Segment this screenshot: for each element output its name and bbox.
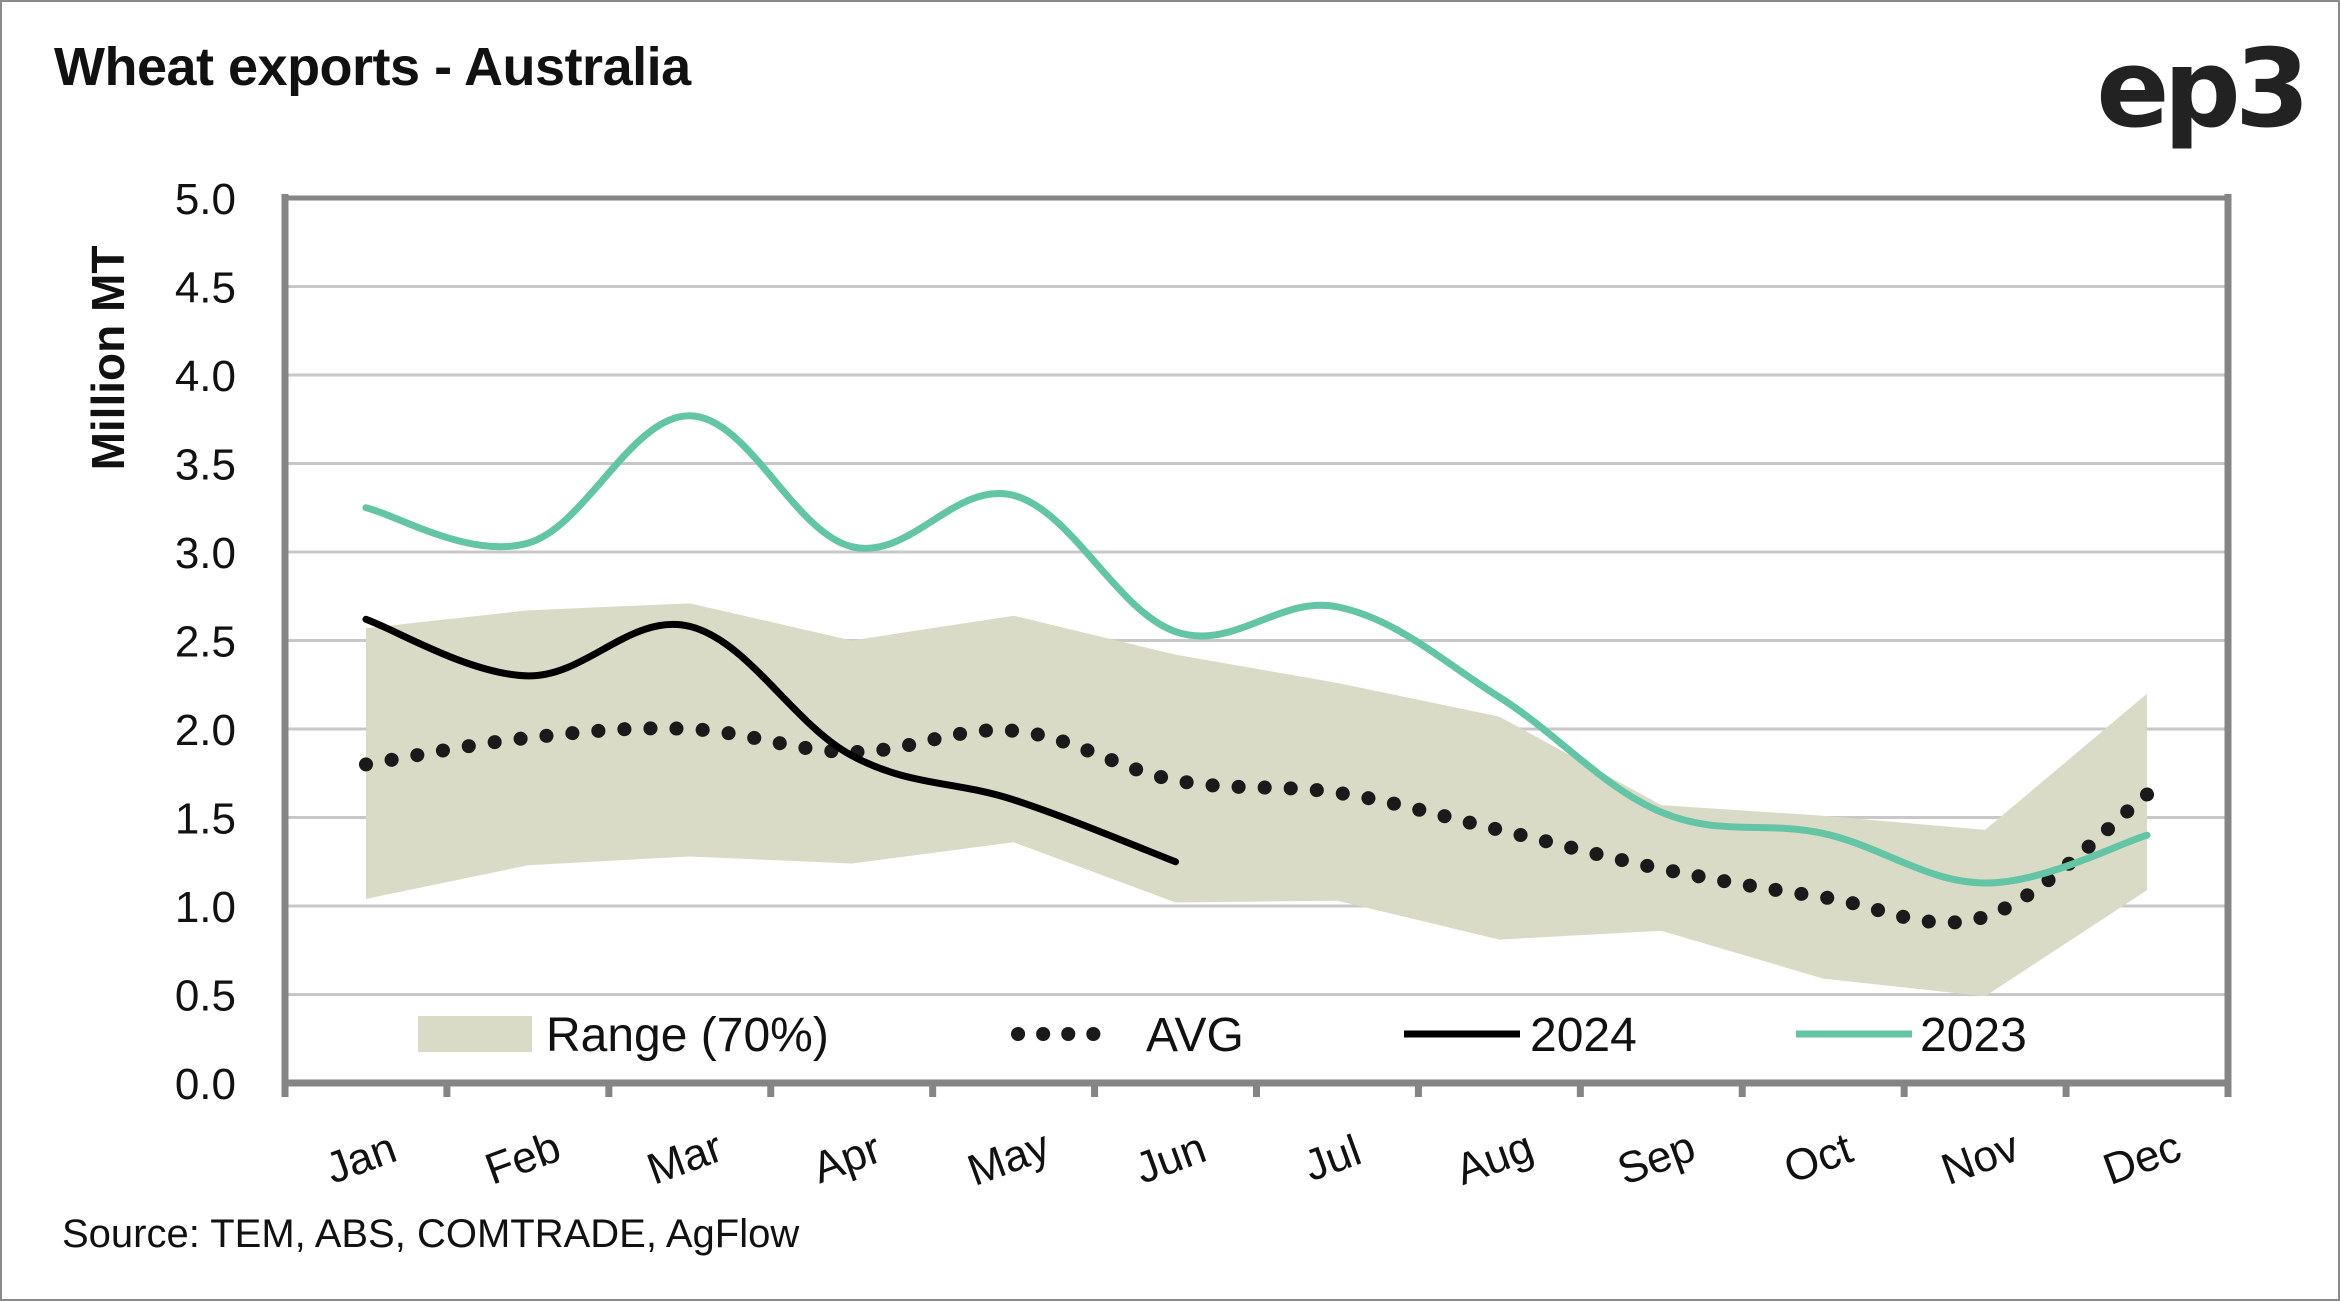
x-tick-label: Feb (479, 1122, 567, 1194)
series-line-2024 (362, 615, 1180, 866)
x-tick-label: Oct (1778, 1124, 1859, 1193)
series-layer (358, 412, 2155, 930)
ep3-logo: ep3 (2096, 27, 2310, 152)
x-tick-label: Jun (1129, 1123, 1212, 1193)
range-band (365, 603, 2148, 997)
x-tick-labels: Jan Feb Mar Apr May Jun Jul Aug Sep Oct Nov Dec (319, 1121, 2187, 1195)
y-tick-label: 3.0 (175, 529, 236, 578)
source-note: Source: TEM, ABS, COMTRADE, AgFlow (62, 1212, 800, 1256)
chart-title: Wheat exports - Australia (54, 37, 691, 97)
y-tick-label: 2.0 (175, 706, 236, 755)
axes (281, 194, 2232, 1097)
legend-label-2024: 2024 (1530, 1009, 1637, 1062)
y-tick-label: 2.5 (175, 618, 236, 667)
y-tick-label: 1.0 (175, 883, 236, 932)
legend-swatch-range (418, 1016, 532, 1052)
y-tick-labels: 0.0 0.5 1.0 1.5 2.0 2.5 3.0 3.5 4.0 4.5 5.0 (175, 175, 236, 1109)
legend-label-avg: AVG (1146, 1009, 1244, 1062)
x-tick-label: Jul (1298, 1126, 1368, 1191)
y-tick-label: 5.0 (175, 175, 236, 224)
x-tick-label: May (961, 1121, 1056, 1195)
y-tick-label: 1.5 (175, 795, 236, 844)
y-axis-title: Million MT (82, 246, 134, 471)
x-tick-label: Sep (1611, 1122, 1701, 1195)
series-line-2023 (362, 412, 2151, 887)
x-tick-label: Apr (806, 1124, 887, 1193)
y-tick-label: 3.5 (175, 441, 236, 490)
y-tick-label: 0.5 (175, 972, 236, 1021)
x-tick-label: Mar (641, 1122, 729, 1194)
range-band-layer (365, 603, 2148, 997)
legend: Range (70%) AVG 2024 2023 (418, 1009, 2027, 1062)
x-tick-label: Jan (319, 1123, 402, 1193)
x-tick-label: Nov (1935, 1122, 2025, 1195)
y-tick-label: 4.5 (175, 264, 236, 313)
y-tick-label: 0.0 (175, 1060, 236, 1109)
legend-label-range: Range (70%) (546, 1009, 829, 1062)
y-tick-label: 4.0 (175, 352, 236, 401)
series-line-avg (358, 721, 2155, 930)
x-tick-label: Aug (1449, 1122, 1539, 1195)
x-tick-label: Dec (2097, 1122, 2187, 1195)
legend-label-2023: 2023 (1920, 1009, 2027, 1062)
